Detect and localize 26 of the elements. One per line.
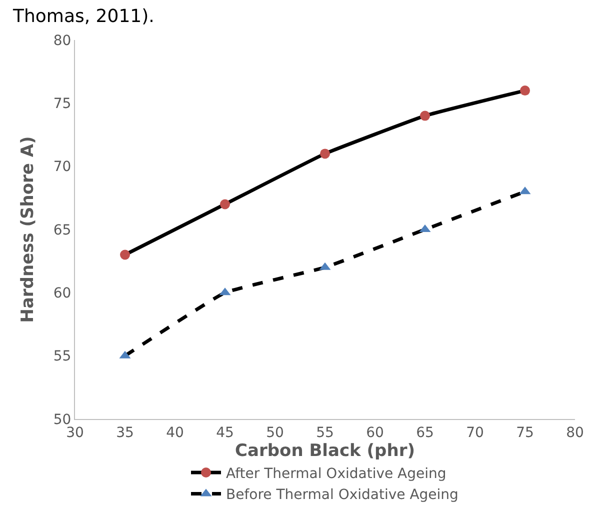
x-tick-label: 35: [116, 424, 134, 441]
text: Thomas, 2011).: [12, 6, 154, 27]
y-tick-label: 70: [53, 159, 72, 176]
legend-label: After Thermal Oxidative Ageing: [226, 466, 446, 482]
x-tick-label: 80: [566, 424, 584, 441]
y-axis-title: Hardness (Shore A): [18, 136, 38, 323]
x-tick-label: 70: [466, 424, 484, 441]
point: [520, 86, 530, 96]
point: [420, 110, 430, 121]
x-tick-label: 50: [266, 424, 284, 441]
y-tick-label: 55: [53, 348, 72, 365]
x-axis-title: Carbon Black (phr): [235, 440, 415, 461]
point: [220, 199, 230, 210]
x-tick-label: 60: [366, 424, 384, 441]
x-tick-label: 45: [216, 424, 234, 441]
x-tick-label: 75: [516, 424, 534, 441]
point: [120, 250, 130, 260]
point: [320, 148, 330, 159]
x-tick-label: 55: [316, 424, 334, 441]
x-tick-label: 65: [416, 424, 434, 441]
y-tick-label: 75: [53, 96, 72, 112]
legend-label: Before Thermal Oxidative Ageing: [226, 487, 458, 504]
y-tick-label: 65: [53, 222, 72, 238]
y-tick-label: 80: [53, 32, 72, 49]
y-tick-label: 60: [53, 286, 72, 302]
x-tick-label: 40: [166, 424, 184, 441]
